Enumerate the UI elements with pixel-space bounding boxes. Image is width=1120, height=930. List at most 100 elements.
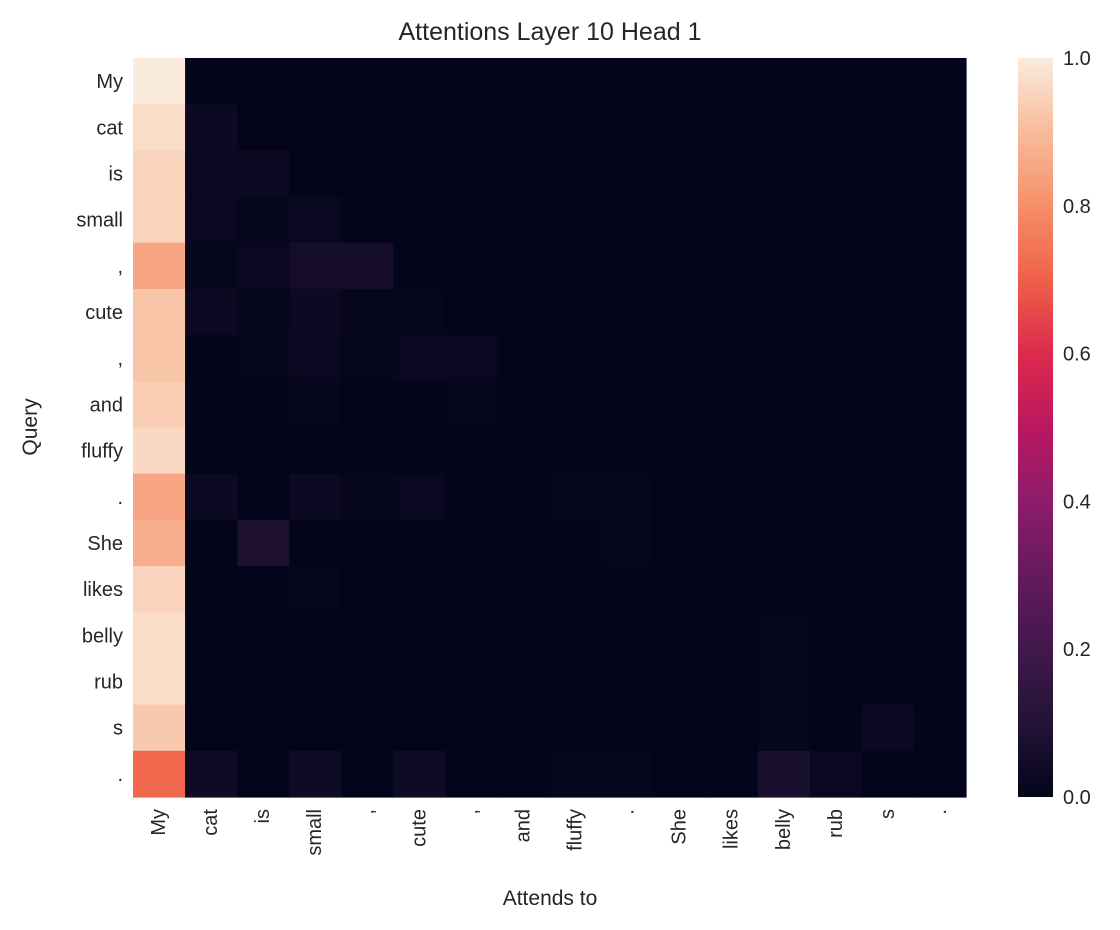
heatmap-cell: [549, 612, 603, 660]
heatmap-cell: [549, 242, 603, 290]
heatmap-cell: [185, 519, 238, 567]
x-tick-label: small: [304, 809, 326, 856]
heatmap-cell: [445, 242, 499, 290]
heatmap-cell: [913, 150, 967, 198]
heatmap-cell: [861, 750, 915, 798]
heatmap-cell: [757, 750, 811, 798]
heatmap-cell: [913, 566, 967, 613]
heatmap-cell: [289, 242, 342, 290]
heatmap-cell: [393, 288, 446, 336]
heatmap-cell: [341, 196, 394, 244]
heatmap-cell: [237, 612, 290, 660]
heatmap-cell: [497, 288, 551, 336]
heatmap-cell: [341, 104, 394, 151]
heatmap-cell: [445, 335, 499, 382]
heatmap-cell: [341, 519, 394, 567]
heatmap-cell: [861, 566, 915, 613]
heatmap-cell: [133, 196, 186, 244]
heatmap-cell: [185, 427, 238, 475]
heatmap-cell: [705, 704, 759, 752]
colorbar-tick-label: 0.0: [1063, 787, 1091, 809]
heatmap-cell: [861, 58, 915, 105]
heatmap-cell: [601, 242, 655, 290]
heatmap-cell: [861, 104, 915, 151]
chart-title: Attentions Layer 10 Head 1: [399, 18, 702, 46]
heatmap-cell: [237, 519, 290, 567]
heatmap-cell: [653, 104, 707, 151]
heatmap-cell: [861, 519, 915, 567]
heatmap-cell: [861, 658, 915, 706]
heatmap-cell: [601, 750, 655, 798]
heatmap-cell: [133, 519, 186, 567]
heatmap-cell: [133, 288, 186, 336]
heatmap-cell: [341, 427, 394, 475]
x-tick-label: ,: [356, 809, 378, 815]
heatmap-cell: [445, 658, 499, 706]
heatmap-cell: [289, 335, 342, 382]
heatmap-cell: [757, 427, 811, 475]
heatmap-cell: [237, 196, 290, 244]
heatmap-cell: [497, 427, 551, 475]
heatmap-cell: [341, 658, 394, 706]
y-axis-label: Query: [19, 398, 42, 456]
heatmap-cell: [185, 704, 238, 752]
heatmap-cell: [861, 704, 915, 752]
heatmap-cell: [341, 381, 394, 429]
y-tick-label: She: [87, 533, 123, 555]
heatmap-cell: [809, 104, 863, 151]
heatmap-cell: [809, 750, 863, 798]
heatmap-cell: [705, 58, 759, 105]
heatmap-cell: [341, 473, 394, 521]
heatmap-cell: [497, 242, 551, 290]
heatmap-cell: [601, 704, 655, 752]
y-tick-label: small: [76, 210, 123, 232]
heatmap-cell: [289, 104, 342, 151]
heatmap-cell: [601, 104, 655, 151]
x-tick-label: She: [669, 809, 691, 845]
heatmap-cell: [237, 566, 290, 613]
heatmap-cell: [497, 335, 551, 382]
heatmap-cell: [705, 196, 759, 244]
heatmap-cell: [549, 566, 603, 613]
x-tick-label: is: [252, 809, 274, 823]
heatmap-cell: [445, 381, 499, 429]
heatmap-cell: [133, 658, 186, 706]
heatmap-cell: [237, 104, 290, 151]
heatmap-cell: [705, 288, 759, 336]
heatmap-cell: [133, 58, 186, 105]
heatmap-cell: [133, 242, 186, 290]
heatmap-cell: [393, 150, 446, 198]
heatmap-cell: [809, 242, 863, 290]
heatmap-cell: [445, 150, 499, 198]
heatmap-cell: [601, 519, 655, 567]
heatmap-cell: [601, 473, 655, 521]
heatmap-cell: [705, 750, 759, 798]
heatmap-cell: [549, 288, 603, 336]
heatmap-cell: [653, 566, 707, 613]
heatmap-cell: [341, 750, 394, 798]
heatmap-cell: [757, 566, 811, 613]
heatmap-cell: [185, 288, 238, 336]
heatmap-cell: [913, 704, 967, 752]
heatmap-cell: [549, 335, 603, 382]
heatmap-cell: [445, 427, 499, 475]
heatmap-cell: [549, 58, 603, 105]
heatmap-cell: [185, 196, 238, 244]
heatmap-cell: [393, 242, 446, 290]
heatmap-cell: [601, 566, 655, 613]
heatmap-cell: [757, 104, 811, 151]
heatmap-cell: [289, 658, 342, 706]
heatmap-cell: [861, 612, 915, 660]
heatmap-cell: [237, 335, 290, 382]
heatmap-cell: [757, 658, 811, 706]
y-tick-label: is: [109, 163, 123, 185]
heatmap-cell: [185, 242, 238, 290]
heatmap-cell: [445, 612, 499, 660]
heatmap-cell: [445, 473, 499, 521]
heatmap-cell: [809, 612, 863, 660]
heatmap-cell: [393, 381, 446, 429]
heatmap-cell: [445, 566, 499, 613]
heatmap-cell: [237, 58, 290, 105]
colorbar: [1018, 58, 1053, 797]
